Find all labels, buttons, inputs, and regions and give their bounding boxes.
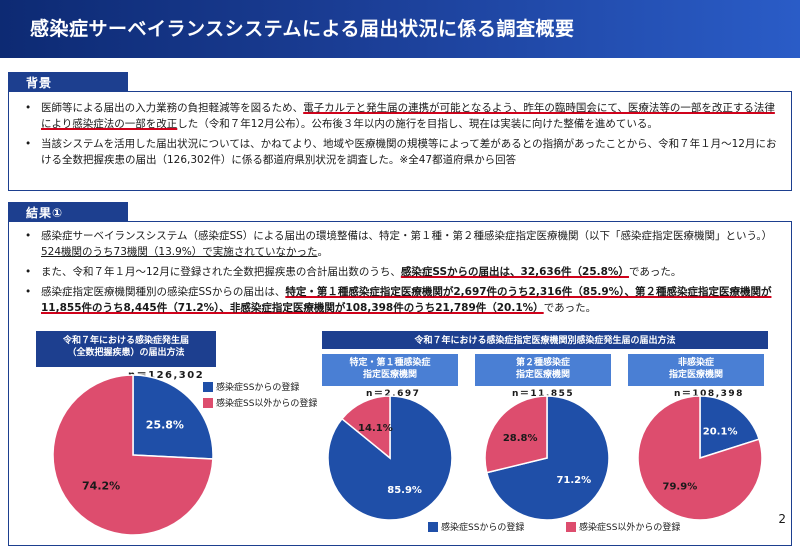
left-panel-title: 令和７年における感染症発生届 （全数把握疾患）の届出方法: [36, 331, 216, 367]
subtitle-dai2shu: 第２種感染症 指定医療機関: [475, 354, 611, 386]
title-bar: 感染症サーベイランスシステムによる届出状況に係る調査概要: [0, 0, 800, 58]
background-bullet-2: 当該システムを活用した届出状況については、かねてより、地域や医療機関の規模等によ…: [19, 136, 781, 168]
legend-ss-left: 感染症SSからの登録: [203, 380, 299, 393]
results-bullet-2: また、令和７年１月～12月に登録された全数把握疾患の合計届出数のうち、感染症SS…: [19, 264, 781, 280]
page-number: 2: [778, 512, 786, 526]
legend-other-right: 感染症SS以外からの登録: [566, 520, 680, 533]
legend-ss-right: 感染症SSからの登録: [428, 520, 524, 533]
n-label-dai2shu: n＝11,855: [512, 389, 575, 399]
background-box: 医師等による届出の入力業務の負担軽減等を図るため、電子カルテと発生届の連携が可能…: [8, 91, 792, 191]
section-header-background: 背景: [8, 72, 128, 92]
subtitle-tokutei: 特定・第１種感染症 指定医療機関: [322, 354, 458, 386]
right-panel-title: 令和７年における感染症指定医療機関別感染症発生届の届出方法: [322, 331, 768, 349]
results-bullet-1: 感染症サーベイランスシステム（感染症SS）による届出の環境整備は、特定・第１種・…: [19, 228, 781, 260]
legend-swatch-other: [203, 397, 213, 408]
legend-swatch-other: [566, 521, 576, 532]
results-bullet-3: 感染症指定医療機関種別の感染症SSからの届出は、特定・第１種感染症指定医療機関が…: [19, 284, 781, 316]
n-label-tokutei: n＝2,697: [366, 389, 421, 399]
n-label-hi-shitei: n＝108,398: [674, 389, 744, 399]
legend-swatch-ss: [428, 521, 438, 532]
legend-other-left: 感染症SS以外からの登録: [203, 396, 317, 409]
section-header-results: 結果①: [8, 202, 128, 222]
legend-swatch-ss: [203, 381, 213, 392]
background-bullet-1: 医師等による届出の入力業務の負担軽減等を図るため、電子カルテと発生届の連携が可能…: [19, 100, 781, 132]
subtitle-hi-shitei: 非感染症 指定医療機関: [628, 354, 764, 386]
n-label-total: n＝126,302: [128, 370, 205, 381]
page-title: 感染症サーベイランスシステムによる届出状況に係る調査概要: [30, 18, 575, 40]
